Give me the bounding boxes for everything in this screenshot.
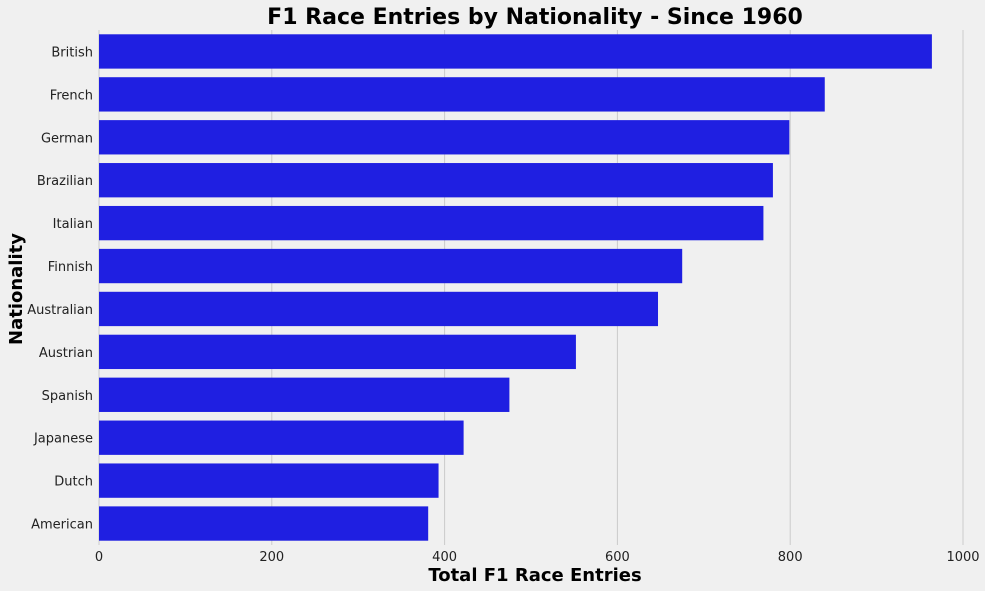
bar-brazilian [99, 163, 773, 198]
y-tick-label-austrian: Austrian [39, 346, 93, 361]
x-tick-label: 400 [432, 550, 457, 565]
bar-french [99, 77, 825, 112]
y-tick-label-dutch: Dutch [54, 475, 93, 490]
x-tick-label: 800 [778, 550, 803, 565]
y-tick-label-japanese: Japanese [33, 432, 93, 447]
bar-american [99, 506, 429, 541]
grid [98, 30, 964, 545]
bar-australian [99, 291, 659, 327]
y-tick-label-italian: Italian [53, 217, 93, 232]
y-tick-label-brazilian: Brazilian [37, 174, 93, 189]
x-tick-label: 0 [95, 550, 103, 565]
bar-dutch [99, 463, 439, 498]
bar-british [99, 34, 932, 69]
y-tick-label-australian: Australian [27, 303, 93, 318]
y-tick-label-american: American [31, 518, 93, 533]
y-tick-label-german: German [41, 131, 93, 146]
x-tick-label: 1000 [946, 550, 979, 565]
y-tick-label-finnish: Finnish [48, 260, 93, 275]
bar-austrian [99, 334, 576, 370]
x-axis-label: Total F1 Race Entries [428, 565, 641, 586]
y-tick-label-spanish: Spanish [42, 389, 93, 404]
bar-italian [99, 205, 764, 241]
x-tick-label: 200 [259, 550, 284, 565]
bar-spanish [99, 377, 510, 412]
chart-title: F1 Race Entries by Nationality - Since 1… [267, 5, 803, 30]
y-tick-label-french: French [50, 88, 93, 103]
bar-german [99, 120, 790, 155]
bars [99, 34, 932, 541]
bar-finnish [99, 248, 683, 284]
y-tick-labels: British French German Brazilian Italian Finni… [27, 45, 93, 532]
bar-japanese [99, 420, 464, 455]
y-axis-label: Nationality [6, 233, 27, 345]
y-tick-label-british: British [51, 45, 93, 60]
x-tick-label: 600 [605, 550, 630, 565]
x-tick-labels: 0 200 400 600 800 1000 [95, 550, 980, 565]
